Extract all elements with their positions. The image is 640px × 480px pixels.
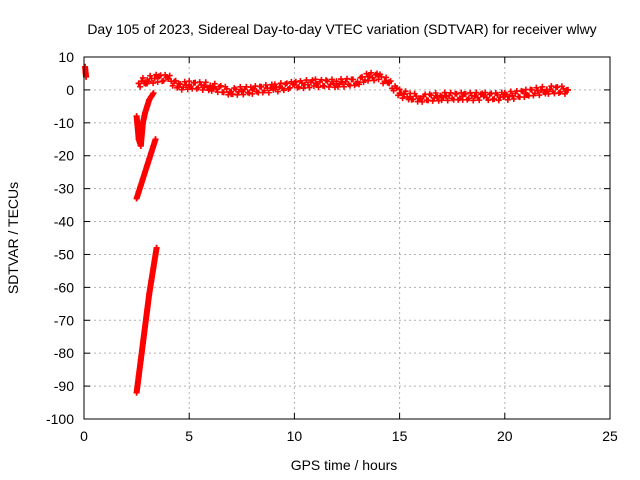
data-point xyxy=(142,109,149,116)
data-point xyxy=(207,83,214,90)
data-point xyxy=(291,81,298,88)
data-point xyxy=(137,356,144,363)
data-point xyxy=(137,182,144,189)
series-trace xyxy=(135,69,571,105)
data-point xyxy=(148,149,155,156)
series-dip-arc-1 xyxy=(133,90,157,149)
x-tick-label: 25 xyxy=(602,428,618,444)
data-point xyxy=(146,96,153,103)
y-axis-label: SDTVAR / TECUs xyxy=(5,182,21,294)
data-point xyxy=(133,389,140,396)
data-point xyxy=(144,77,151,84)
data-point xyxy=(148,93,155,100)
data-point xyxy=(354,78,361,85)
data-point xyxy=(135,373,142,380)
data-point xyxy=(375,73,382,80)
data-point xyxy=(365,73,372,80)
data-point xyxy=(333,80,340,87)
y-tick-label: -80 xyxy=(54,345,74,361)
y-tick-label: -60 xyxy=(54,279,74,295)
data-point xyxy=(152,136,159,143)
series-dip-arc-2 xyxy=(133,136,159,202)
data-point xyxy=(522,90,529,97)
y-tick-label: -100 xyxy=(46,411,74,427)
data-point xyxy=(501,93,508,100)
data-points xyxy=(82,63,571,396)
y-tick-label: 0 xyxy=(66,82,74,98)
data-point xyxy=(407,93,414,100)
data-point xyxy=(175,83,182,90)
data-point xyxy=(142,323,149,330)
y-tick-label: -20 xyxy=(54,148,74,164)
data-point xyxy=(135,136,142,143)
y-tick-label: -50 xyxy=(54,246,74,262)
data-point xyxy=(154,75,161,82)
x-tick-label: 0 xyxy=(80,428,88,444)
axis-ticks xyxy=(83,56,611,420)
data-point xyxy=(249,86,256,93)
y-tick-label: -40 xyxy=(54,214,74,230)
data-point xyxy=(396,90,403,97)
series-main-band xyxy=(135,69,571,105)
x-tick-label: 10 xyxy=(287,428,303,444)
data-point xyxy=(186,81,193,88)
data-point xyxy=(438,93,445,100)
data-point xyxy=(312,80,319,87)
chart-title: Day 105 of 2023, Sidereal Day-to-day VTE… xyxy=(87,21,596,37)
data-point xyxy=(139,340,146,347)
data-point xyxy=(150,142,157,149)
x-tick-label: 15 xyxy=(392,428,408,444)
data-point xyxy=(228,88,235,95)
data-point xyxy=(152,251,159,258)
series-dip-arc-3 xyxy=(133,244,160,396)
data-point xyxy=(146,290,153,297)
data-point xyxy=(564,86,571,93)
data-point xyxy=(135,80,142,87)
data-point xyxy=(144,103,151,110)
data-point xyxy=(150,264,157,271)
data-point xyxy=(133,113,140,120)
data-point xyxy=(386,80,393,87)
y-tick-label: -70 xyxy=(54,312,74,328)
plot-frame xyxy=(83,56,611,420)
data-point xyxy=(417,95,424,102)
x-tick-label: 20 xyxy=(497,428,513,444)
data-point xyxy=(139,119,146,126)
data-point xyxy=(153,244,160,251)
data-point xyxy=(480,93,487,100)
data-point xyxy=(133,195,140,202)
data-point xyxy=(150,90,157,97)
x-tick-label: 5 xyxy=(185,428,193,444)
data-point xyxy=(543,86,550,93)
x-tick-labels: 0 5 10 15 20 25 xyxy=(80,428,618,444)
data-point xyxy=(142,169,149,176)
data-point xyxy=(82,63,89,70)
y-tick-label: 10 xyxy=(58,49,74,65)
data-point xyxy=(459,93,466,100)
x-axis-label: GPS time / hours xyxy=(291,457,398,473)
data-point xyxy=(137,142,144,149)
y-tick-label: -90 xyxy=(54,378,74,394)
data-point xyxy=(144,307,151,314)
y-tick-label: -30 xyxy=(54,181,74,197)
data-point xyxy=(148,277,155,284)
data-point xyxy=(135,188,142,195)
data-point xyxy=(165,75,172,82)
data-point xyxy=(144,162,151,169)
data-point xyxy=(146,156,153,163)
series-early-points xyxy=(82,63,90,80)
data-point xyxy=(270,85,277,92)
data-point xyxy=(139,175,146,182)
y-tick-label: -10 xyxy=(54,115,74,131)
grid xyxy=(84,57,610,419)
